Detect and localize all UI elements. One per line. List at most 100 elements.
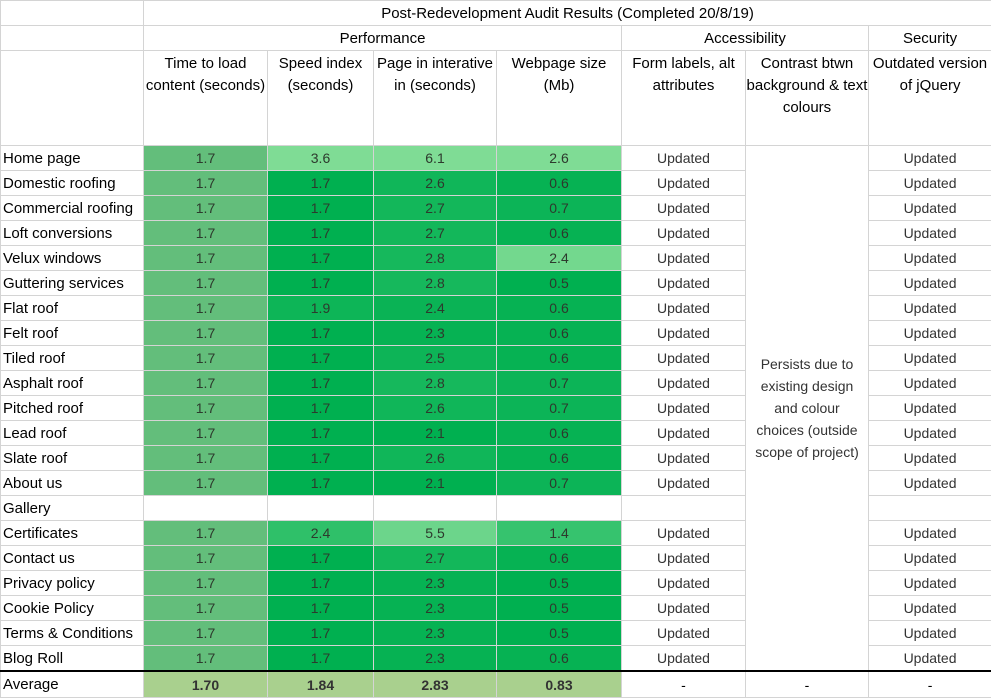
average-size-cell[interactable]: 0.83 [497,671,622,698]
jquery-cell[interactable]: Updated [869,396,991,421]
interactive-cell[interactable]: 2.8 [374,246,497,271]
load-cell[interactable]: 1.7 [144,446,268,471]
load-cell[interactable]: 1.7 [144,471,268,496]
speed-cell[interactable]: 1.7 [268,546,374,571]
size-cell[interactable]: 0.5 [497,571,622,596]
form-cell[interactable]: Updated [622,296,746,321]
size-cell[interactable]: 0.5 [497,621,622,646]
interactive-cell[interactable]: 2.7 [374,196,497,221]
form-cell[interactable] [622,496,746,521]
jquery-cell[interactable]: Updated [869,346,991,371]
load-cell[interactable]: 1.7 [144,521,268,546]
interactive-cell[interactable]: 2.8 [374,371,497,396]
speed-cell[interactable]: 1.9 [268,296,374,321]
jquery-cell[interactable]: Updated [869,371,991,396]
form-cell[interactable]: Updated [622,221,746,246]
header-speed[interactable]: Speed index (seconds) [268,51,374,146]
interactive-cell[interactable]: 2.3 [374,321,497,346]
jquery-cell[interactable]: Updated [869,646,991,672]
page-name-cell[interactable]: Felt roof [1,321,144,346]
page-name-cell[interactable]: Velux windows [1,246,144,271]
load-cell[interactable]: 1.7 [144,646,268,672]
header-load[interactable]: Time to load content (seconds) [144,51,268,146]
jquery-cell[interactable] [869,496,991,521]
header-jquery[interactable]: Outdated version of jQuery [869,51,991,146]
form-cell[interactable]: Updated [622,471,746,496]
load-cell[interactable]: 1.7 [144,146,268,171]
load-cell[interactable]: 1.7 [144,421,268,446]
interactive-cell[interactable]: 2.6 [374,446,497,471]
page-name-cell[interactable]: Guttering services [1,271,144,296]
page-name-cell[interactable]: Pitched roof [1,396,144,421]
average-load-cell[interactable]: 1.70 [144,671,268,698]
form-cell[interactable]: Updated [622,171,746,196]
speed-cell[interactable]: 1.7 [268,596,374,621]
contrast-note-cell[interactable]: Persists due to existing design and colo… [746,146,869,672]
speed-cell[interactable]: 1.7 [268,346,374,371]
jquery-cell[interactable]: Updated [869,321,991,346]
speed-cell[interactable]: 1.7 [268,446,374,471]
header-size[interactable]: Webpage size (Mb) [497,51,622,146]
speed-cell[interactable]: 3.6 [268,146,374,171]
form-cell[interactable]: Updated [622,271,746,296]
header-interactive[interactable]: Page in interative in (seconds) [374,51,497,146]
page-name-cell[interactable]: Domestic roofing [1,171,144,196]
group-security[interactable]: Security [869,26,991,51]
group-performance[interactable]: Performance [144,26,622,51]
interactive-cell[interactable]: 2.4 [374,296,497,321]
page-name-cell[interactable]: Home page [1,146,144,171]
speed-cell[interactable]: 1.7 [268,571,374,596]
average-contrast-cell[interactable]: - [746,671,869,698]
speed-cell[interactable]: 1.7 [268,646,374,672]
form-cell[interactable]: Updated [622,621,746,646]
speed-cell[interactable]: 1.7 [268,421,374,446]
speed-cell[interactable]: 1.7 [268,171,374,196]
page-name-cell[interactable]: Privacy policy [1,571,144,596]
size-cell[interactable]: 0.6 [497,171,622,196]
speed-cell[interactable]: 2.4 [268,521,374,546]
jquery-cell[interactable]: Updated [869,146,991,171]
jquery-cell[interactable]: Updated [869,196,991,221]
jquery-cell[interactable]: Updated [869,171,991,196]
speed-cell[interactable]: 1.7 [268,621,374,646]
speed-cell[interactable]: 1.7 [268,196,374,221]
speed-cell[interactable]: 1.7 [268,271,374,296]
interactive-cell[interactable]: 2.1 [374,471,497,496]
form-cell[interactable]: Updated [622,546,746,571]
form-cell[interactable]: Updated [622,246,746,271]
load-cell[interactable]: 1.7 [144,246,268,271]
form-cell[interactable]: Updated [622,321,746,346]
load-cell[interactable]: 1.7 [144,171,268,196]
page-name-cell[interactable]: Certificates [1,521,144,546]
form-cell[interactable]: Updated [622,146,746,171]
interactive-cell[interactable]: 2.6 [374,396,497,421]
page-name-cell[interactable]: Lead roof [1,421,144,446]
load-cell[interactable]: 1.7 [144,321,268,346]
form-cell[interactable]: Updated [622,521,746,546]
size-cell[interactable]: 0.5 [497,596,622,621]
form-cell[interactable]: Updated [622,421,746,446]
speed-cell[interactable] [268,496,374,521]
average-jquery-cell[interactable]: - [869,671,991,698]
speed-cell[interactable]: 1.7 [268,246,374,271]
jquery-cell[interactable]: Updated [869,596,991,621]
size-cell[interactable]: 0.7 [497,196,622,221]
form-cell[interactable]: Updated [622,196,746,221]
speed-cell[interactable]: 1.7 [268,221,374,246]
page-name-cell[interactable]: Slate roof [1,446,144,471]
load-cell[interactable] [144,496,268,521]
form-cell[interactable]: Updated [622,571,746,596]
load-cell[interactable]: 1.7 [144,271,268,296]
page-name-cell[interactable]: Contact us [1,546,144,571]
page-name-cell[interactable]: Terms & Conditions [1,621,144,646]
size-cell[interactable]: 0.7 [497,471,622,496]
interactive-cell[interactable]: 2.7 [374,221,497,246]
page-name-cell[interactable]: Tiled roof [1,346,144,371]
load-cell[interactable]: 1.7 [144,371,268,396]
average-label-cell[interactable]: Average [1,671,144,698]
load-cell[interactable]: 1.7 [144,196,268,221]
page-name-cell[interactable]: Asphalt roof [1,371,144,396]
interactive-cell[interactable]: 5.5 [374,521,497,546]
group-spacer-cell[interactable] [1,26,144,51]
jquery-cell[interactable]: Updated [869,446,991,471]
